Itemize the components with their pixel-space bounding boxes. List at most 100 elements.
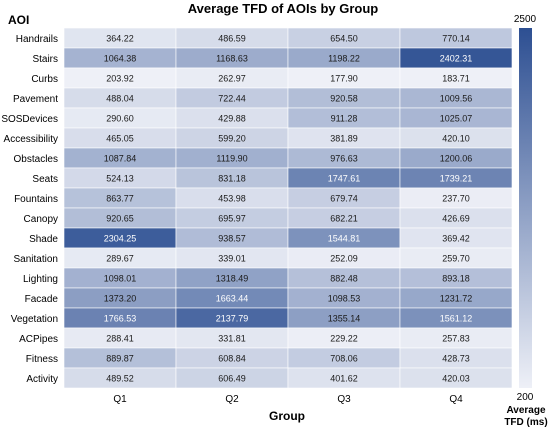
- cell-value-label: 1663.44: [216, 294, 249, 304]
- row-label: Stairs: [32, 54, 58, 65]
- cell-value-label: 1098.53: [328, 294, 361, 304]
- cell-value-label: 203.92: [106, 74, 134, 84]
- cell-value-label: 364.22: [106, 34, 134, 44]
- cell-value-label: 1231.72: [440, 294, 473, 304]
- cell-value-label: 1064.38: [104, 54, 137, 64]
- cell-value-label: 465.05: [106, 134, 134, 144]
- column-label: Q4: [449, 394, 463, 405]
- row-label: Facade: [25, 294, 59, 305]
- cell-value-label: 453.98: [218, 194, 246, 204]
- cell-value-label: 770.14: [442, 34, 470, 44]
- row-labels: Handrails Stairs Curbs Pavement SOSDevices Ac…: [1, 34, 58, 385]
- column-label: Q2: [225, 394, 239, 405]
- cell-value-label: 889.87: [106, 354, 134, 364]
- cell-value-label: 1087.84: [104, 154, 137, 164]
- cell-value-label: 183.71: [442, 74, 470, 84]
- cell-value-label: 177.90: [330, 74, 358, 84]
- cell-value-label: 420.03: [442, 374, 470, 384]
- cell-value-label: 1025.07: [440, 114, 473, 124]
- x-axis-title: Group: [269, 409, 305, 423]
- cell-value-label: 262.97: [218, 74, 246, 84]
- cell-value-label: 654.50: [330, 34, 358, 44]
- row-label: ACPipes: [19, 334, 58, 345]
- cell-value-label: 426.69: [442, 214, 470, 224]
- cell-value-label: 1119.90: [216, 154, 247, 164]
- row-label: Accessibility: [4, 134, 58, 145]
- cell-value-label: 1561.12: [440, 314, 473, 324]
- cell-value-label: 229.22: [330, 334, 358, 344]
- cell-value-label: 252.09: [330, 254, 358, 264]
- cell-value-label: 1355.14: [328, 314, 361, 324]
- cell-value-label: 722.44: [218, 94, 246, 104]
- colorbar-min-label: 200: [517, 392, 534, 403]
- row-label: Canopy: [24, 214, 58, 225]
- cell-value-label: 599.20: [218, 134, 246, 144]
- column-labels: Q1 Q2 Q3 Q4: [113, 394, 463, 405]
- chart-title: Average TFD of AOIs by Group: [188, 1, 379, 16]
- cell-value-label: 1318.49: [216, 274, 249, 284]
- cell-value-label: 893.18: [442, 274, 470, 284]
- row-label: Shade: [29, 234, 58, 245]
- cell-value-label: 259.70: [442, 254, 470, 264]
- cell-value-label: 2402.31: [440, 54, 473, 64]
- cell-value-label: 1198.22: [328, 54, 360, 64]
- row-label: Fitness: [26, 354, 58, 365]
- row-label: Curbs: [31, 74, 58, 85]
- cell-value-label: 339.01: [218, 254, 246, 264]
- row-label: Sanitation: [14, 254, 58, 265]
- cell-value-label: 488.04: [106, 94, 134, 104]
- row-label: Pavement: [13, 94, 58, 105]
- cell-value-label: 1766.53: [104, 314, 137, 324]
- y-axis-title: AOI: [8, 13, 29, 27]
- cell-value-label: 1544.81: [328, 234, 361, 244]
- cell-value-label: 679.74: [330, 194, 358, 204]
- row-label: Lighting: [23, 274, 58, 285]
- cell-value-label: 369.42: [442, 234, 470, 244]
- cell-value-label: 863.77: [106, 194, 134, 204]
- column-label: Q1: [113, 394, 127, 405]
- cell-value-label: 428.73: [442, 354, 470, 364]
- row-label: Handrails: [16, 34, 58, 45]
- row-label: Activity: [26, 374, 58, 385]
- colorbar-title-line1: Average: [506, 405, 546, 416]
- cell-value-label: 1747.61: [328, 174, 361, 184]
- cell-value-label: 1009.56: [440, 94, 473, 104]
- cell-value-label: 524.13: [106, 174, 134, 184]
- cell-value-label: 429.88: [218, 114, 246, 124]
- cell-value-label: 381.89: [330, 134, 358, 144]
- heatmap-cells: 364.22 486.59 654.50 770.14 1064.38 1168.63 11…: [63, 27, 513, 389]
- cell-value-label: 831.18: [218, 174, 246, 184]
- cell-value-label: 608.84: [218, 354, 246, 364]
- colorbar: [519, 28, 532, 388]
- heatmap-cell: [399, 367, 513, 389]
- cell-value-label: 257.83: [442, 334, 470, 344]
- cell-value-label: 401.62: [330, 374, 358, 384]
- cell-value-label: 1168.63: [216, 54, 248, 64]
- column-label: Q3: [337, 394, 351, 405]
- cell-value-label: 237.70: [442, 194, 470, 204]
- cell-value-label: 289.67: [106, 254, 134, 264]
- cell-value-label: 420.10: [442, 134, 470, 144]
- cell-value-label: 486.59: [218, 34, 246, 44]
- cell-value-label: 976.63: [330, 154, 358, 164]
- cell-value-label: 2137.79: [216, 314, 249, 324]
- cell-value-label: 1739.21: [440, 174, 473, 184]
- cell-value-label: 331.81: [218, 334, 246, 344]
- cell-value-label: 695.97: [218, 214, 246, 224]
- cell-value-label: 290.60: [106, 114, 134, 124]
- cell-value-label: 938.57: [218, 234, 246, 244]
- cell-value-label: 920.58: [330, 94, 358, 104]
- row-label: Vegetation: [11, 314, 58, 325]
- colorbar-max-label: 2500: [514, 14, 537, 25]
- cell-value-label: 911.28: [331, 114, 358, 124]
- cell-value-label: 1098.01: [104, 274, 137, 284]
- cell-value-label: 288.41: [106, 334, 134, 344]
- cell-value-label: 606.49: [218, 374, 246, 384]
- cell-value-label: 489.52: [106, 374, 134, 384]
- row-label: Seats: [32, 174, 58, 185]
- cell-value-label: 2304.25: [104, 234, 137, 244]
- row-label: Obstacles: [14, 154, 58, 165]
- colorbar-title-line2: TFD (ms): [504, 417, 547, 428]
- cell-value-label: 882.48: [330, 274, 358, 284]
